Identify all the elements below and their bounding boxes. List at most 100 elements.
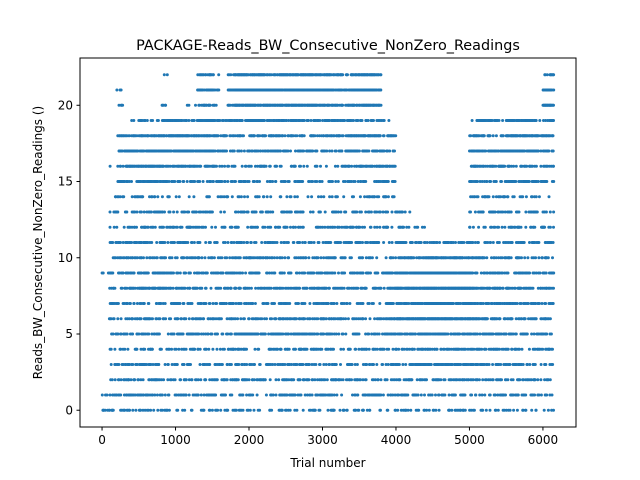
data-point [119,241,122,244]
data-point [382,241,386,244]
data-point [171,286,175,290]
data-point [111,271,115,275]
data-point [201,180,205,183]
data-point [274,180,278,183]
data-point [535,210,539,214]
data-point [182,302,186,305]
data-point [128,134,131,138]
data-point [280,256,284,260]
data-point [122,195,126,199]
data-point [213,88,217,92]
data-point [379,103,383,107]
data-point [375,256,379,260]
data-point [522,241,526,244]
data-point [402,225,406,229]
data-point [131,317,135,321]
data-point [238,256,242,260]
data-point [341,73,345,77]
data-point [387,119,391,122]
data-point [253,134,256,138]
data-point [203,256,207,260]
data-point [359,210,363,214]
data-point [520,256,523,260]
data-point [294,225,297,229]
data-point [319,256,323,260]
data-point [551,302,555,305]
data-point [130,119,134,122]
data-point [346,73,349,77]
data-point [329,241,333,244]
data-point [190,302,194,305]
data-point [173,241,176,244]
data-point [386,180,390,183]
data-point [325,149,329,153]
data-point [283,180,287,183]
data-point [275,256,279,260]
data-point [187,119,191,122]
data-point [293,195,297,199]
data-point [111,241,115,244]
data-point [263,225,267,229]
data-point [336,180,340,183]
data-point [233,134,237,138]
data-point [306,119,310,122]
data-point [500,225,504,229]
data-point [391,256,395,260]
data-point [122,225,126,229]
data-point [552,73,556,77]
data-point [331,180,334,183]
data-point [185,180,189,183]
data-point [164,256,168,260]
data-point [363,195,367,199]
data-point [184,317,188,321]
data-point [375,225,379,229]
data-point [253,302,257,305]
data-point [230,195,234,199]
data-point [378,134,382,138]
data-point [552,225,555,229]
data-point [513,286,517,290]
data-point [303,271,307,275]
data-point [352,195,355,199]
data-point [534,119,538,122]
data-point [268,164,272,168]
data-point [200,286,204,290]
data-point [260,210,264,214]
data-point [246,225,250,229]
data-point [301,210,305,214]
data-point [242,149,246,153]
data-point [323,225,327,229]
data-point [391,302,395,305]
data-point [173,180,177,183]
data-point [394,134,398,138]
data-point [281,134,285,138]
data-point [306,195,310,199]
data-point [239,302,243,305]
data-point [378,225,382,229]
data-point [289,149,292,153]
data-point [174,195,178,199]
data-point [108,164,112,168]
data-point [311,210,315,214]
data-point [211,302,215,305]
data-point [469,210,472,214]
data-point [224,302,228,305]
data-point [187,195,191,199]
data-point [476,241,480,244]
data-point [408,210,412,214]
data-point [489,241,492,244]
data-point [524,225,528,229]
data-point [470,119,474,122]
data-point [275,241,279,244]
data-point [401,210,404,214]
data-point [350,164,354,168]
data-point [238,286,242,290]
data-point [394,256,398,260]
data-point [320,180,324,183]
data-point [236,317,240,321]
data-point [273,302,276,305]
data-point [285,119,288,122]
data-point [551,149,555,153]
data-point [317,195,320,199]
data-point [326,302,330,305]
